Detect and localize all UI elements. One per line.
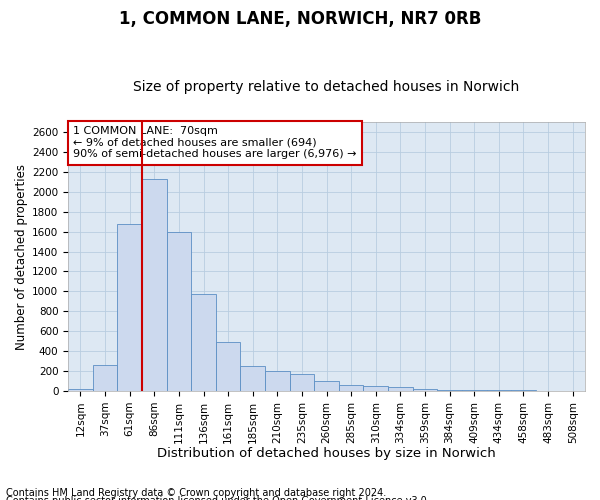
Bar (191, 294, 216, 391)
Y-axis label: Number of detached properties: Number of detached properties (15, 164, 28, 350)
Bar (339, 385, 364, 391)
X-axis label: Distribution of detached houses by size in Norwich: Distribution of detached houses by size … (157, 447, 496, 460)
Bar (364, 386, 388, 391)
Bar (68, 389, 93, 391)
Bar (388, 387, 413, 391)
Bar (290, 374, 314, 391)
Bar (265, 371, 290, 391)
Bar (241, 366, 265, 391)
Bar (216, 342, 241, 391)
Bar (167, 232, 191, 391)
Bar (314, 381, 339, 391)
Bar (462, 390, 487, 391)
Bar (142, 179, 167, 391)
Text: Contains public sector information licensed under the Open Government Licence v3: Contains public sector information licen… (6, 496, 430, 500)
Bar (413, 389, 437, 391)
Text: 1, COMMON LANE, NORWICH, NR7 0RB: 1, COMMON LANE, NORWICH, NR7 0RB (119, 10, 481, 28)
Text: 1 COMMON LANE:  70sqm
← 9% of detached houses are smaller (694)
90% of semi-deta: 1 COMMON LANE: 70sqm ← 9% of detached ho… (73, 126, 357, 160)
Bar (93, 365, 118, 391)
Text: Contains HM Land Registry data © Crown copyright and database right 2024.: Contains HM Land Registry data © Crown c… (6, 488, 386, 498)
Bar (118, 224, 142, 391)
Bar (437, 390, 462, 391)
Title: Size of property relative to detached houses in Norwich: Size of property relative to detached ho… (133, 80, 520, 94)
